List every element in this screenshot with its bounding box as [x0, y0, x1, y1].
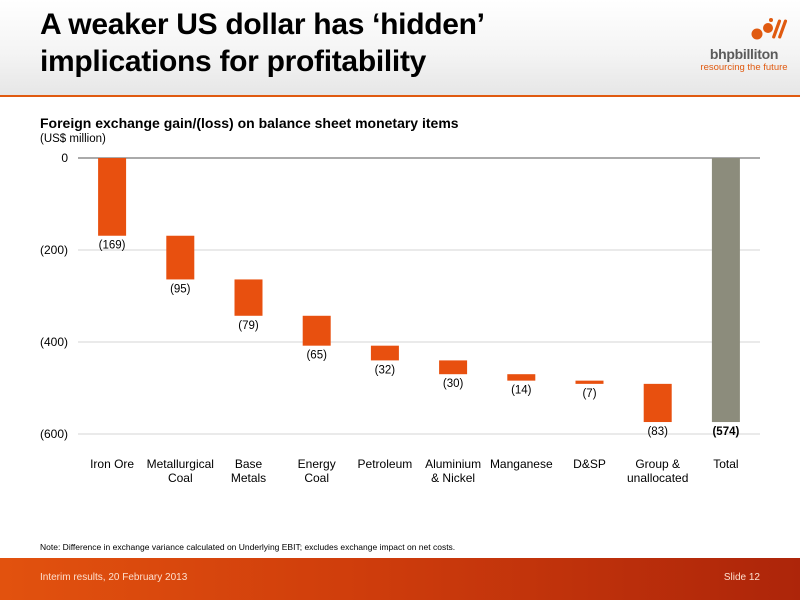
waterfall-bar — [166, 235, 195, 280]
chart-subtitle: (US$ million) — [40, 133, 106, 145]
data-label: (7) — [582, 388, 596, 400]
footnote: Note: Difference in exchange variance ca… — [40, 542, 456, 552]
data-label: (79) — [238, 320, 259, 332]
data-label: (14) — [511, 385, 532, 397]
waterfall-bar — [507, 374, 536, 381]
y-tick-label: (600) — [40, 427, 68, 441]
waterfall-bar — [302, 315, 331, 346]
data-label: (83) — [647, 426, 668, 438]
data-label: (65) — [306, 350, 327, 362]
x-category-label: D&SP — [573, 457, 606, 471]
waterfall-bar — [439, 360, 468, 375]
data-label: (32) — [375, 364, 396, 376]
logo-tagline: resourcing the future — [700, 62, 788, 73]
footer-presentation-info: Interim results, 20 February 2013 — [40, 572, 188, 583]
x-category-label: Energy Coal — [298, 457, 336, 485]
x-axis-labels: Iron Ore Metallurgical Coal Base Metals Energ… — [90, 457, 738, 485]
data-label: (574) — [712, 426, 739, 438]
y-axis-ticks: 0 (200) (400) (600) — [40, 151, 68, 441]
slide-title-line2: implications for profitability — [40, 45, 427, 78]
bhp-billiton-logo: bhpbilliton resourcing the future — [696, 16, 792, 76]
x-category-label: Aluminium & Nickel — [425, 457, 481, 485]
slide-header: A weaker US dollar has ‘hidden’ implicat… — [0, 0, 800, 96]
data-label: (169) — [99, 240, 126, 252]
x-category-label: Manganese — [490, 457, 553, 471]
x-category-label: Metallurgical Coal — [147, 457, 214, 485]
x-category-label: Group & unallocated — [627, 457, 688, 485]
data-label: (30) — [443, 378, 464, 390]
x-category-label: Total — [713, 457, 738, 471]
logo-wordmark: bhpbilliton — [709, 46, 779, 62]
logo-mark-icon — [751, 18, 788, 40]
y-tick-label: 0 — [61, 151, 68, 165]
x-category-label: Iron Ore — [90, 457, 134, 471]
waterfall-bar — [370, 345, 399, 361]
slide-number: Slide 12 — [723, 572, 760, 583]
chart-title: Foreign exchange gain/(loss) on balance … — [40, 115, 459, 131]
y-tick-label: (200) — [40, 243, 68, 257]
header-divider — [0, 95, 800, 97]
bars — [98, 158, 740, 423]
waterfall-bar — [575, 380, 604, 384]
total-bar — [711, 158, 740, 423]
waterfall-bar — [234, 279, 263, 316]
slide-footer: Interim results, 20 February 2013 Slide … — [0, 558, 800, 600]
data-labels: (169) (95) (79) (65) (32) (30) (14) (7) (83) (574… — [99, 240, 740, 438]
slide-title-line1: A weaker US dollar has ‘hidden’ — [40, 8, 485, 41]
slide-title: A weaker US dollar has ‘hidden’ implicat… — [40, 6, 640, 80]
data-label: (95) — [170, 283, 191, 295]
x-category-label: Petroleum — [358, 457, 413, 471]
y-tick-label: (400) — [40, 335, 68, 349]
waterfall-bar — [98, 158, 127, 236]
waterfall-chart: 0 (200) (400) (600) (169) (95) (79) (65) (32) (3… — [40, 151, 760, 485]
x-category-label: Base Metals — [231, 457, 266, 485]
waterfall-bar — [643, 383, 672, 423]
